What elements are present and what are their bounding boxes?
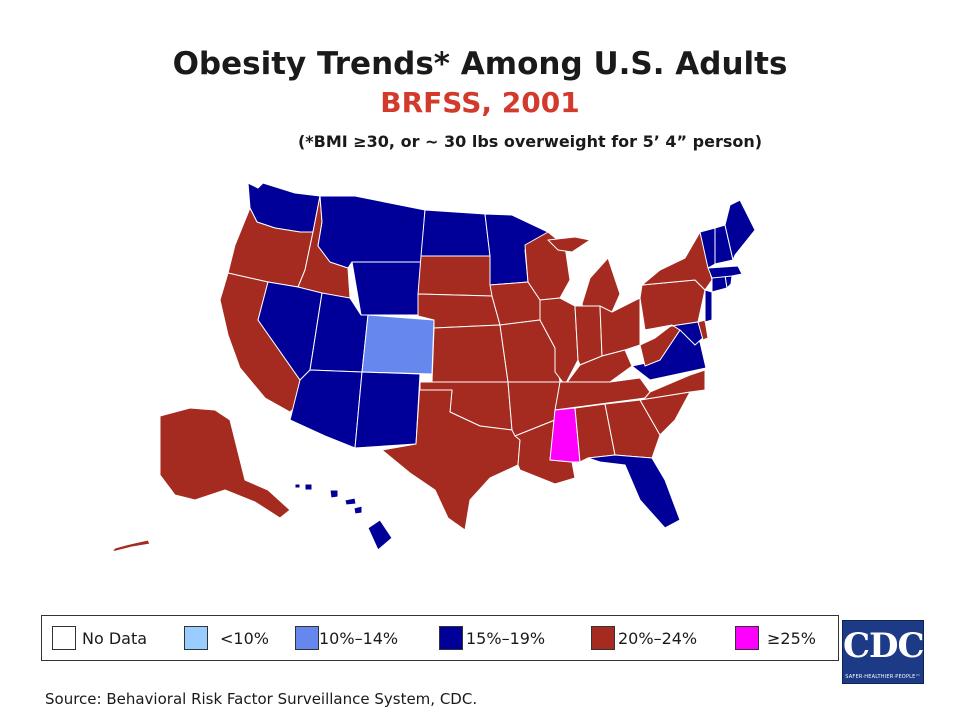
state-ma [707,265,743,279]
us-obesity-map [111,182,756,553]
states-layer [111,182,756,553]
legend-swatch [184,626,208,650]
state-ms [549,407,581,463]
legend-item-ge25: ≥25% [735,625,816,651]
legend-item-no-data: No Data [52,625,147,651]
bmi-footnote: (*BMI ≥30, or ~ 30 lbs overweight for 5’… [297,132,763,151]
legend-item-15-19: 15%–19% [439,625,545,651]
state-hi [353,505,363,515]
state-hi [329,489,339,499]
legend-swatch [591,626,615,650]
map-legend: No Data <10% 10%–14% 15%–19% 20%–24% ≥25… [41,615,839,661]
state-ak [111,539,151,553]
state-nd [420,209,491,257]
state-az [289,369,363,449]
legend-swatch [52,626,76,650]
state-fl [587,454,681,529]
map-subtitle: BRFSS, 2001 [380,86,580,119]
state-co [361,314,435,375]
legend-label: 10%–14% [319,628,399,648]
state-ks [431,324,509,383]
state-tx [381,381,521,531]
legend-swatch [439,626,463,650]
state-hi [367,519,393,551]
legend-label: No Data [82,628,148,648]
state-ga [604,399,661,459]
state-nc [639,369,706,401]
legend-label: 20%–24% [618,628,698,648]
state-hi [304,483,313,491]
cdc-logo: CDC SAFER·HEALTHIER·PEOPLE™ [842,620,924,684]
state-wy [351,261,422,316]
state-me [724,199,756,261]
legend-label: <10% [220,628,269,648]
source-citation: Source: Behavioral Risk Factor Surveilla… [45,690,478,708]
state-sd [417,255,493,297]
state-hi [294,483,301,489]
legend-label: 15%–19% [466,628,546,648]
state-ak [159,407,291,519]
state-de [697,319,709,341]
map-title: Obesity Trends* Among U.S. Adults [172,46,788,82]
state-nj [704,289,713,323]
cdc-logo-tagline: SAFER·HEALTHIER·PEOPLE™ [845,674,921,680]
cdc-logo-wordmark: CDC [843,626,924,666]
legend-swatch [295,626,319,650]
legend-swatch [735,626,759,650]
state-mt [317,195,426,269]
state-hi [344,497,357,506]
legend-item-10-14: 10%–14% [295,625,398,651]
legend-label: ≥25% [767,628,816,648]
state-in [574,305,603,366]
state-mi [547,236,591,253]
state-nm [354,371,421,449]
legend-item-20-24: 20%–24% [591,625,697,651]
legend-item-lt10: <10% [184,625,269,651]
